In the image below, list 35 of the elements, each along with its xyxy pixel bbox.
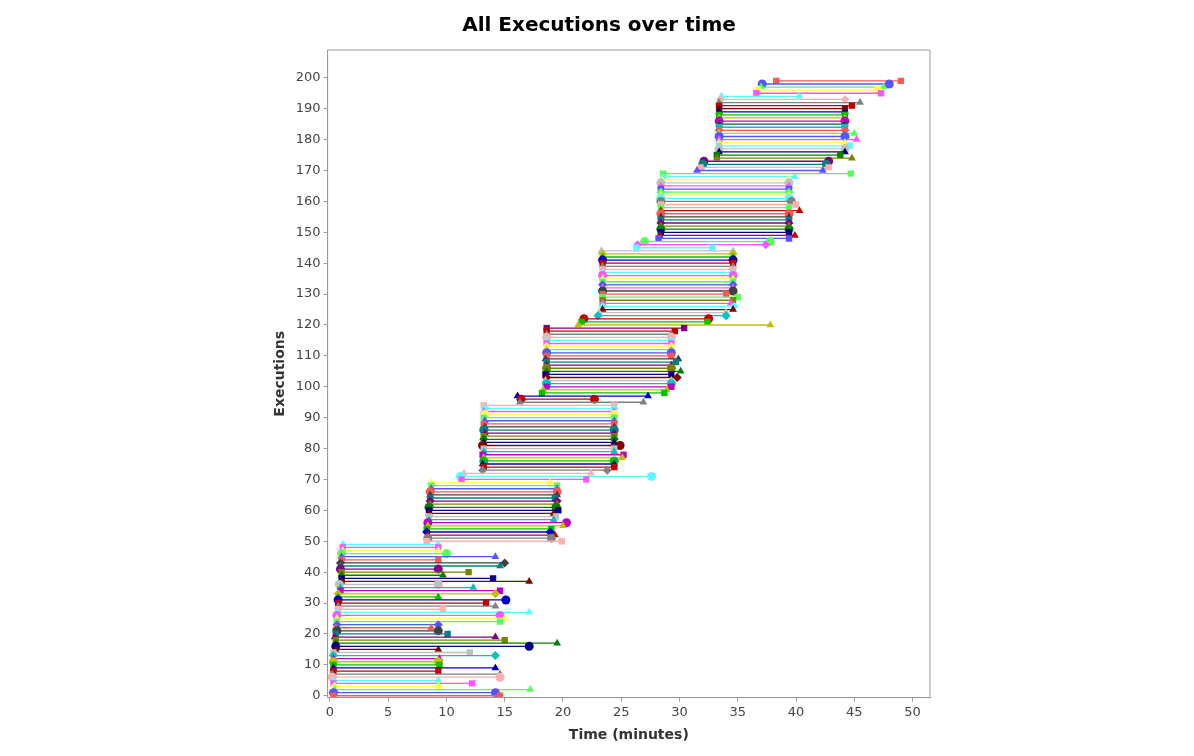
y-tick-label: 60 xyxy=(304,501,321,517)
x-tick-label: 5 xyxy=(384,703,393,719)
y-tick-label: 140 xyxy=(295,254,321,270)
y-tick-label: 0 xyxy=(312,687,321,703)
y-tick-label: 180 xyxy=(295,130,321,146)
y-axis-title: Executions xyxy=(271,330,288,417)
y-tick-label: 90 xyxy=(304,409,321,425)
x-tick-label: 20 xyxy=(554,703,572,719)
y-tick-label: 70 xyxy=(304,470,321,486)
x-tick-label: 35 xyxy=(729,703,747,719)
y-tick-label: 50 xyxy=(304,532,321,548)
y-tick-label: 190 xyxy=(295,100,321,116)
chart-title: All Executions over time xyxy=(462,12,736,37)
y-tick-label: 10 xyxy=(304,656,321,672)
x-tick-label: 15 xyxy=(496,703,513,719)
y-tick-label: 150 xyxy=(295,223,321,239)
y-tick-label: 170 xyxy=(295,161,321,177)
y-tick-label: 20 xyxy=(304,625,321,641)
x-axis-title: Time (minutes) xyxy=(568,726,689,743)
x-tick-label: 40 xyxy=(787,703,805,719)
x-tick-label: 0 xyxy=(325,703,335,719)
y-tick-label: 110 xyxy=(295,347,321,363)
x-tick-label: 25 xyxy=(612,703,630,719)
x-tick-label: 50 xyxy=(904,703,921,719)
y-tick-label: 30 xyxy=(304,594,321,610)
y-tick-label: 100 xyxy=(295,378,321,394)
x-tick-label: 10 xyxy=(438,703,455,719)
y-tick-label: 160 xyxy=(295,192,321,208)
y-tick-label: 40 xyxy=(304,563,321,579)
y-tick-label: 80 xyxy=(304,439,321,455)
y-tick-label: 120 xyxy=(295,316,321,332)
x-tick-label: 45 xyxy=(845,703,863,719)
y-tick-label: 130 xyxy=(295,285,321,301)
y-tick-label: 200 xyxy=(295,69,321,85)
x-tick-label: 30 xyxy=(671,703,688,719)
